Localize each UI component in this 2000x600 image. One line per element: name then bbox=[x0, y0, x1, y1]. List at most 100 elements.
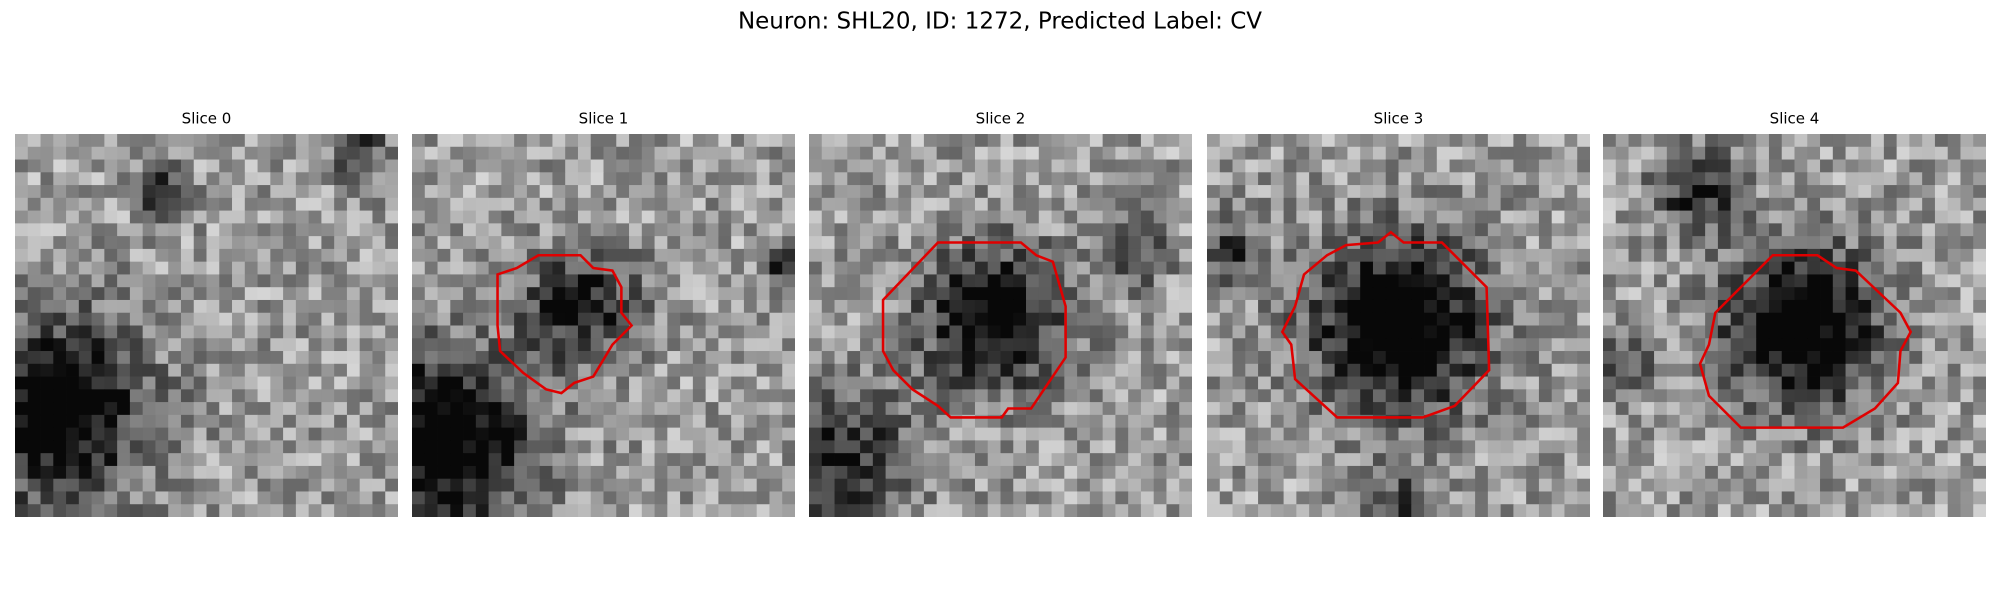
pixel bbox=[667, 427, 681, 441]
pixel bbox=[168, 197, 182, 211]
pixel bbox=[603, 478, 617, 492]
pixel bbox=[372, 248, 386, 263]
pixel bbox=[860, 261, 874, 275]
pixel bbox=[1794, 440, 1808, 454]
pixel bbox=[1615, 261, 1629, 275]
pixel bbox=[1207, 402, 1221, 416]
pixel bbox=[1871, 274, 1885, 288]
pixel bbox=[1140, 185, 1155, 199]
pixel bbox=[1077, 478, 1091, 492]
pixel bbox=[168, 134, 182, 148]
pixel bbox=[1038, 134, 1052, 148]
pixel bbox=[1089, 504, 1104, 517]
pixel bbox=[244, 134, 258, 148]
pixel bbox=[450, 159, 464, 173]
pixel bbox=[257, 248, 271, 263]
pixel bbox=[1603, 491, 1617, 505]
pixel bbox=[1730, 159, 1744, 173]
pixel bbox=[1577, 427, 1590, 441]
pixel bbox=[219, 389, 233, 403]
pixel bbox=[219, 236, 233, 250]
pixel bbox=[1845, 402, 1859, 416]
pixel bbox=[1513, 414, 1527, 429]
pixel bbox=[91, 363, 105, 377]
pixel bbox=[949, 351, 963, 365]
pixel bbox=[1743, 134, 1757, 148]
pixel bbox=[821, 351, 835, 365]
pixel bbox=[1398, 172, 1412, 186]
pixel bbox=[1487, 172, 1502, 186]
pixel bbox=[1038, 363, 1052, 377]
pixel bbox=[155, 440, 169, 454]
pixel bbox=[1064, 465, 1078, 480]
pixel bbox=[911, 312, 925, 326]
pixel bbox=[1321, 440, 1336, 454]
pixel bbox=[1577, 197, 1590, 211]
pixel bbox=[821, 427, 835, 441]
pixel bbox=[1717, 185, 1732, 199]
pixel bbox=[1115, 274, 1129, 288]
pixel bbox=[1372, 491, 1387, 505]
pixel bbox=[244, 491, 258, 505]
pixel bbox=[334, 274, 348, 288]
pixel bbox=[782, 223, 795, 237]
pixel bbox=[1909, 210, 1923, 224]
pixel bbox=[860, 248, 874, 263]
pixel bbox=[244, 414, 258, 429]
pixel bbox=[475, 236, 489, 250]
pixel bbox=[731, 427, 745, 441]
pixel bbox=[1666, 414, 1680, 429]
pixel bbox=[667, 338, 681, 352]
pixel bbox=[1845, 478, 1859, 492]
pixel bbox=[1922, 172, 1936, 186]
pixel bbox=[1283, 402, 1297, 416]
pixel bbox=[885, 146, 899, 160]
pixel bbox=[1128, 389, 1142, 403]
pixel bbox=[1166, 414, 1180, 429]
pixel bbox=[91, 197, 105, 211]
pixel bbox=[219, 478, 233, 492]
pixel bbox=[692, 389, 707, 403]
pixel bbox=[1077, 299, 1091, 314]
pixel bbox=[539, 274, 553, 288]
pixel bbox=[450, 504, 464, 517]
pixel bbox=[1934, 312, 1949, 326]
pixel bbox=[1692, 402, 1706, 416]
pixel bbox=[539, 389, 553, 403]
pixel bbox=[232, 172, 246, 186]
pixel bbox=[385, 312, 398, 326]
pixel bbox=[1424, 453, 1438, 467]
pixel bbox=[718, 236, 732, 250]
pixel bbox=[847, 453, 861, 467]
pixel bbox=[1270, 261, 1284, 275]
pixel bbox=[1551, 312, 1565, 326]
pixel bbox=[629, 478, 643, 492]
pixel bbox=[142, 338, 156, 352]
pixel bbox=[911, 261, 925, 275]
pixel bbox=[1717, 465, 1732, 480]
pixel bbox=[1832, 134, 1846, 148]
pixel bbox=[412, 312, 426, 326]
pixel bbox=[1909, 185, 1923, 199]
pixel bbox=[654, 299, 668, 314]
pixel bbox=[1013, 363, 1027, 377]
pixel bbox=[1871, 223, 1885, 237]
pixel bbox=[450, 491, 464, 505]
pixel bbox=[1500, 453, 1514, 467]
pixel bbox=[424, 453, 438, 467]
pixel bbox=[1909, 325, 1923, 339]
pixel bbox=[1207, 248, 1221, 263]
pixel bbox=[1551, 402, 1565, 416]
pixel bbox=[577, 465, 592, 480]
pixel bbox=[809, 363, 823, 377]
pixel bbox=[974, 402, 989, 416]
pixel bbox=[1026, 134, 1040, 148]
pixel bbox=[40, 274, 54, 288]
pixel bbox=[731, 287, 745, 301]
pixel bbox=[1089, 159, 1104, 173]
pixel bbox=[782, 146, 795, 160]
pixel bbox=[1207, 287, 1221, 301]
pixel bbox=[283, 134, 297, 148]
pixel bbox=[1807, 261, 1821, 275]
pixel bbox=[206, 146, 220, 160]
